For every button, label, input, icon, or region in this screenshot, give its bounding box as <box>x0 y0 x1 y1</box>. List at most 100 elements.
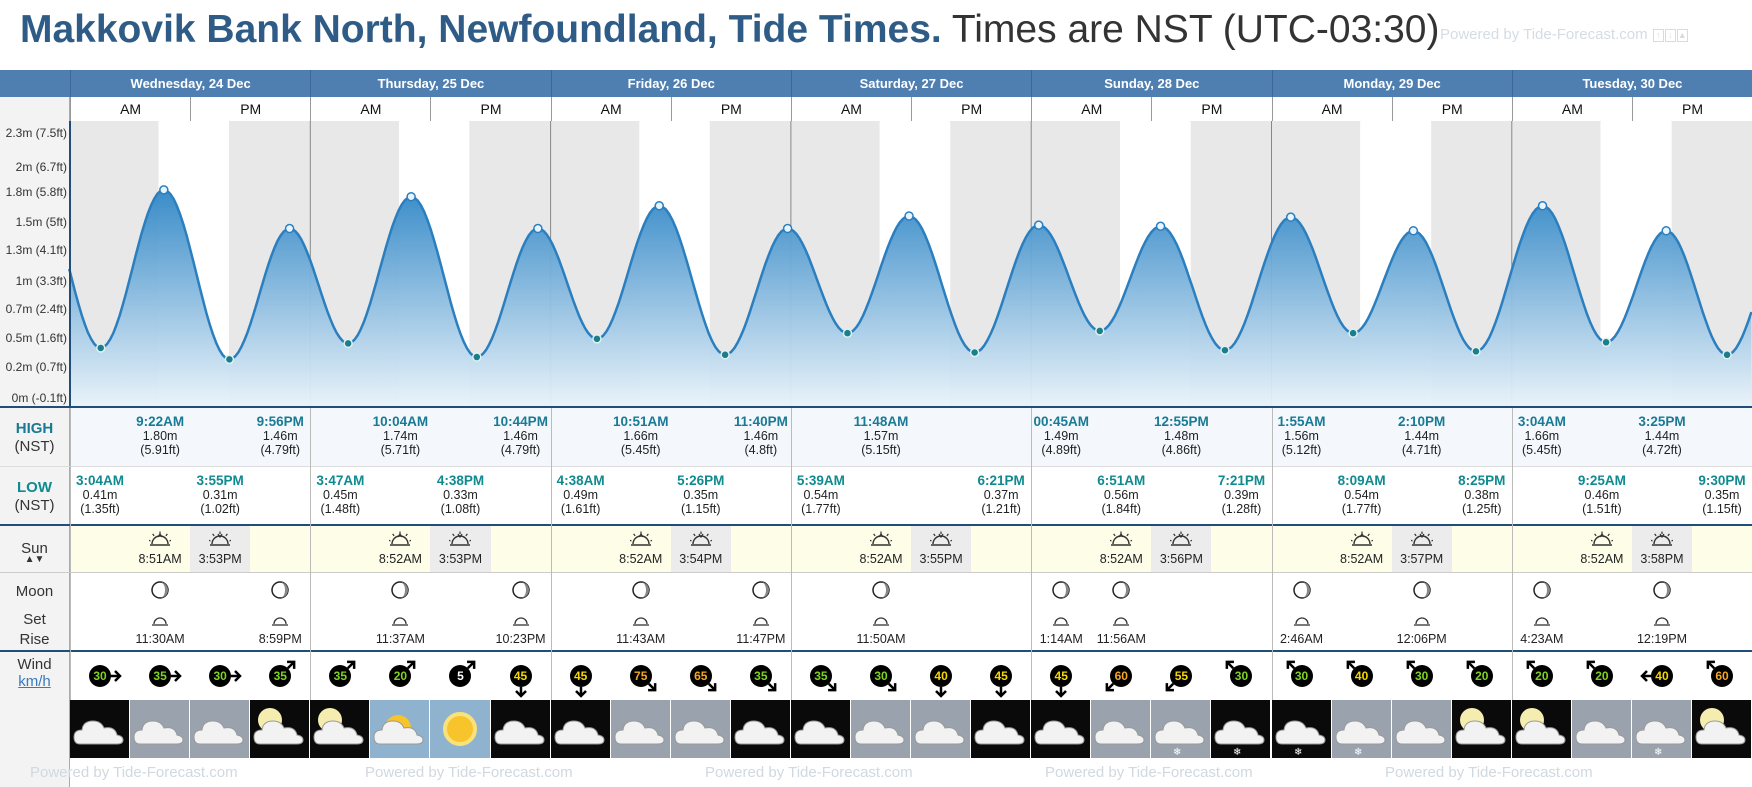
wind-indicator: 40 <box>1346 660 1373 687</box>
wind-speed: 35 <box>149 665 172 687</box>
high-tide-entry: 10:51AM 1.66m (5.45ft) <box>611 414 671 458</box>
wind-indicator: 30 <box>89 665 122 687</box>
moon-time: 11:56AM <box>1096 632 1146 646</box>
footer-watermark: Powered by Tide-Forecast.com <box>365 764 573 781</box>
wind-arrow-icon <box>209 665 242 687</box>
wind-speed: 65 <box>689 665 712 687</box>
tide-height-m: 0.46m <box>1584 488 1620 502</box>
tide-time: 6:51AM <box>1097 473 1146 488</box>
wind-indicator: 40 <box>930 665 953 698</box>
snow-cloud-night-icon: ❄ <box>1271 700 1332 758</box>
wind-speed: 35 <box>809 665 832 687</box>
wind-arrow-icon <box>1050 665 1072 698</box>
wind-speed: 20 <box>1470 665 1493 687</box>
tide-time: 9:22AM <box>136 414 185 429</box>
tide-height-ft: (1.84ft) <box>1101 502 1142 516</box>
day-divider <box>1511 408 1513 700</box>
tide-time: 5:39AM <box>796 473 845 488</box>
cloud-icon <box>190 700 251 758</box>
sunrise-icon <box>1109 531 1134 552</box>
wind-arrow-icon <box>265 660 296 691</box>
moonrise-icon <box>1413 613 1431 631</box>
tide-time: 9:56PM <box>256 414 304 429</box>
wind-indicator: 35 <box>269 660 296 687</box>
moon-time: 11:43AM <box>616 632 666 646</box>
low-tide-point <box>1348 328 1358 338</box>
tide-chart <box>67 121 1752 406</box>
sunset-icon <box>448 531 473 552</box>
cloud-icon <box>1091 700 1152 758</box>
wind-speed: 35 <box>749 665 772 687</box>
wind-arrow-icon <box>570 665 592 698</box>
low-tide-entry: 9:25AM 0.46m (1.51ft) <box>1572 474 1632 517</box>
tide-height-m: 0.49m <box>563 488 598 502</box>
wind-arrow-icon <box>1286 660 1317 691</box>
wind-indicator: 45 <box>1050 665 1073 698</box>
row-separator <box>0 650 1752 652</box>
wind-arrow-icon <box>510 665 532 698</box>
tide-height-ft: (1.51ft) <box>1582 502 1622 516</box>
low-tide-entry: 3:47AM 0.45m (1.48ft) <box>310 474 370 517</box>
chart-baseline <box>0 406 1752 408</box>
wind-indicator: 30 <box>1406 660 1433 687</box>
tide-height-m: 1.66m <box>1524 429 1560 443</box>
sunset-time: 3:53PM <box>198 552 242 566</box>
low-tide-entry: 3:04AM 0.41m (1.35ft) <box>70 474 130 517</box>
y-axis-label: 0m (-0.1ft) <box>11 391 67 405</box>
moon-phase-icon <box>1532 580 1552 605</box>
cloud-icon <box>670 700 731 758</box>
day-divider <box>310 408 312 700</box>
y-axis-label: 2m (6.7ft) <box>15 160 67 175</box>
sunrise-icon <box>148 531 173 552</box>
snow-cloud-icon: ❄ <box>1631 700 1692 758</box>
day-header: Monday, 29 Dec <box>1271 70 1512 97</box>
high-tide-point <box>1408 226 1419 236</box>
sunset-icon <box>1169 531 1194 552</box>
tide-height-m: 1.44m <box>1404 429 1440 443</box>
high-tide-point <box>1285 212 1296 222</box>
high-row-label: HIGH <box>15 420 54 437</box>
tide-height-m: 0.38m <box>1464 488 1500 502</box>
tide-time: 8:25PM <box>1458 473 1506 488</box>
tide-height-ft: (4.79ft) <box>260 443 301 457</box>
tide-height-m: 1.46m <box>503 429 538 443</box>
wind-arrow-icon <box>1165 660 1197 692</box>
wind-speed: 5 <box>449 665 472 687</box>
tide-height-ft: (1.61ft) <box>560 502 601 516</box>
cloud-icon <box>130 700 191 758</box>
y-axis-label: 1.8m (5.8ft) <box>5 185 67 200</box>
tide-time: 4:38AM <box>556 473 605 488</box>
wind-arrow-icon <box>990 665 1012 698</box>
logo-icon: ▲ <box>1676 28 1688 42</box>
tide-height-ft: (4.79ft) <box>500 443 541 457</box>
sunrise-time: 8:52AM <box>1580 552 1624 566</box>
tide-height-m: 0.45m <box>322 488 358 502</box>
moon-phase-icon <box>751 580 771 605</box>
low-tide-point <box>343 338 353 349</box>
wind-unit-link[interactable]: km/h <box>18 673 51 690</box>
tide-time: 10:51AM <box>612 414 669 429</box>
snow-cloud-icon: ❄ <box>1151 700 1212 758</box>
day-header: Saturday, 27 Dec <box>790 70 1031 97</box>
footer-watermark: Powered by Tide-Forecast.com <box>1385 764 1593 781</box>
wind-speed: 20 <box>1590 665 1613 687</box>
tide-height-ft: (5.45ft) <box>620 443 661 457</box>
sunrise-icon <box>868 531 894 552</box>
cloud-icon <box>850 700 912 758</box>
tide-height-m: 0.33m <box>443 488 478 502</box>
page-title: Makkovik Bank North, Newfoundland, Tide … <box>20 8 1440 52</box>
low-tide-point <box>472 352 482 362</box>
low-tide-point <box>1601 337 1611 348</box>
tide-height-m: 1.48m <box>1164 429 1199 443</box>
moonset-icon <box>1533 613 1551 631</box>
sunset-time: 3:55PM <box>919 552 963 566</box>
pm-label: PM <box>1391 97 1512 121</box>
cloud-icon <box>1391 700 1452 758</box>
wind-indicator: 30 <box>870 665 897 692</box>
row-separator <box>0 466 1752 467</box>
y-axis-label: 2.3m (7.5ft) <box>5 126 67 140</box>
high-tide-entry: 10:44PM 1.46m (4.79ft) <box>491 415 551 458</box>
wind-speed: 35 <box>269 665 292 687</box>
tide-height-ft: (4.72ft) <box>1642 443 1682 457</box>
tide-height-m: 1.56m <box>1284 429 1319 443</box>
